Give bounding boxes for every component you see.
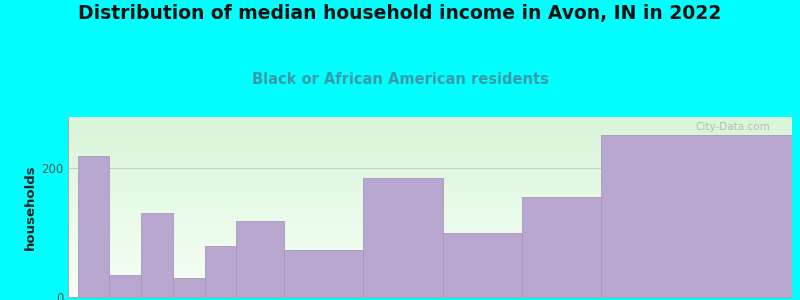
Bar <box>602 135 792 297</box>
Bar <box>205 246 236 297</box>
Bar <box>363 178 442 297</box>
Bar <box>173 278 205 297</box>
Text: Distribution of median household income in Avon, IN in 2022: Distribution of median household income … <box>78 4 722 23</box>
Bar <box>110 274 141 297</box>
Bar <box>284 250 363 297</box>
Bar <box>522 197 602 297</box>
Text: Black or African American residents: Black or African American residents <box>251 72 549 87</box>
Bar <box>442 233 522 297</box>
Text: City-Data.com: City-Data.com <box>695 122 770 132</box>
Bar <box>236 221 284 297</box>
Bar <box>141 213 173 297</box>
Y-axis label: households: households <box>24 164 37 250</box>
Bar <box>78 156 110 297</box>
